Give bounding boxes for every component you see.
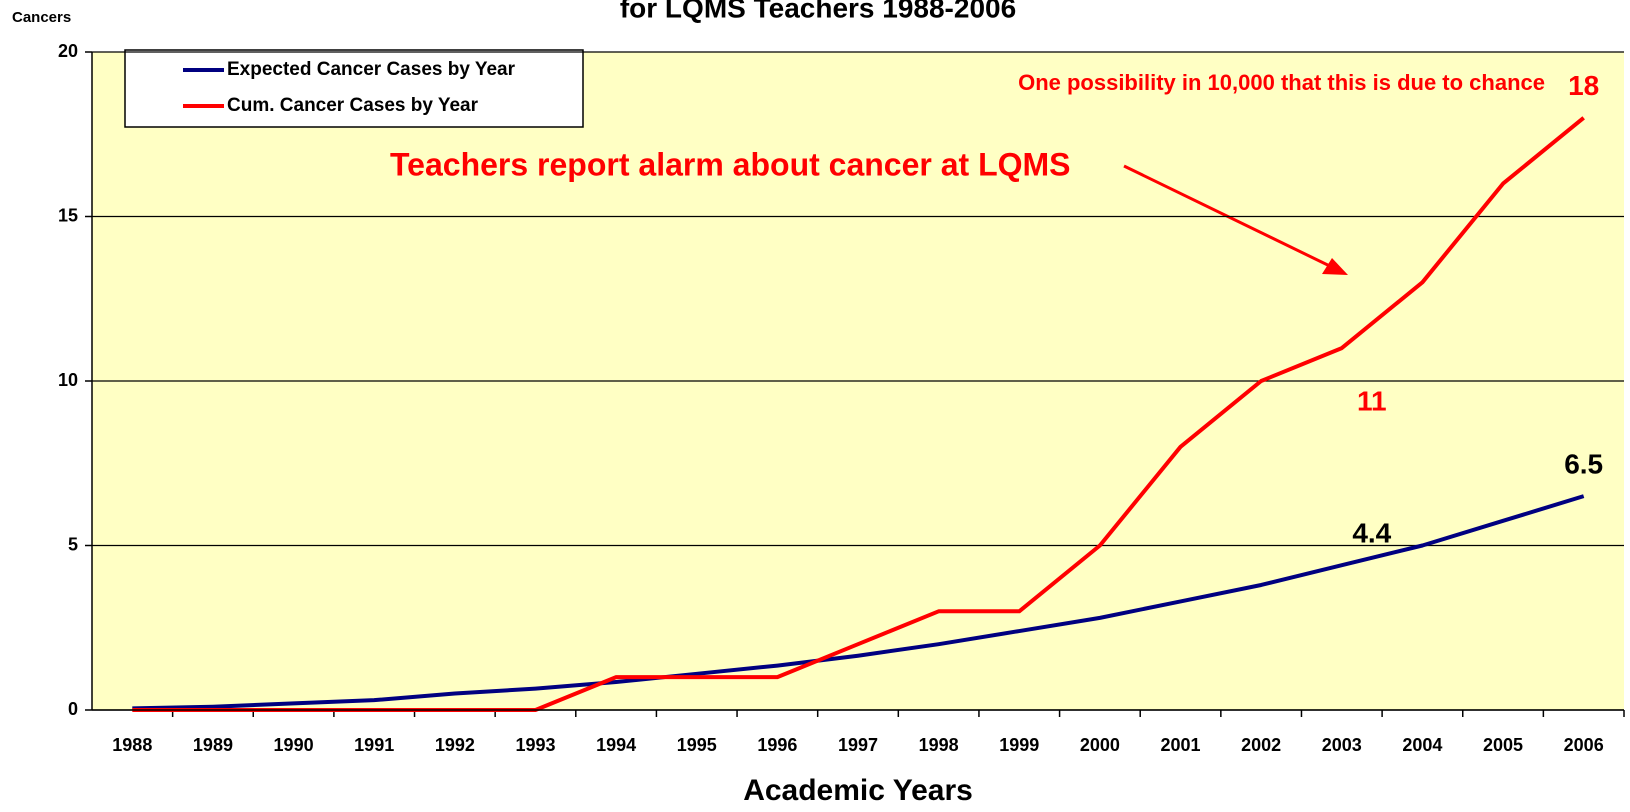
x-tick-label: 1997 xyxy=(838,735,878,755)
data-label: 11 xyxy=(1357,385,1387,416)
legend-label: Cum. Cancer Cases by Year xyxy=(227,95,479,116)
data-label: 4.4 xyxy=(1352,518,1391,549)
x-tick-label: 1992 xyxy=(435,735,475,755)
x-tick-label: 1995 xyxy=(677,735,717,755)
data-label: 6.5 xyxy=(1564,449,1603,480)
legend: Expected Cancer Cases by Year Cum. Cancer… xyxy=(124,49,584,128)
annotation-arrow xyxy=(1123,164,1339,272)
legend-box xyxy=(124,49,584,128)
x-tick-label: 2005 xyxy=(1483,735,1523,755)
arrow-head xyxy=(1322,258,1348,275)
y-tick-label: 5 xyxy=(68,534,78,554)
y-tick-label: 0 xyxy=(68,699,78,719)
series-line xyxy=(132,494,1585,711)
x-tick-label: 1996 xyxy=(757,735,797,755)
x-tick-label: 2001 xyxy=(1161,735,1201,755)
x-tick-label: 1991 xyxy=(354,735,394,755)
y-axis-title: Cancers xyxy=(12,9,71,26)
x-tick-label: 1999 xyxy=(999,735,1039,755)
y-tick-label: 15 xyxy=(58,205,78,225)
x-tick-label: 1993 xyxy=(515,735,555,755)
y-tick-label: 20 xyxy=(58,41,78,61)
chart-title: for LQMS Teachers 1988-2006 xyxy=(620,0,1016,23)
x-tick-label: 1989 xyxy=(193,735,233,755)
data-label: 18 xyxy=(1568,70,1599,101)
y-tick-label: 10 xyxy=(58,370,78,390)
x-tick-label: 1988 xyxy=(112,735,152,755)
x-tick-label: 1994 xyxy=(596,735,636,755)
x-tick-label: 2002 xyxy=(1241,735,1281,755)
x-tick-label: 2004 xyxy=(1402,735,1442,755)
annotation: One possibility in 10,000 that this is d… xyxy=(1018,70,1545,95)
x-tick-label: 2003 xyxy=(1322,735,1362,755)
x-tick-label: 2000 xyxy=(1080,735,1120,755)
x-tick-label: 2006 xyxy=(1564,735,1604,755)
x-tick-label: 1998 xyxy=(919,735,959,755)
annotation: Teachers report alarm about cancer at LQ… xyxy=(390,146,1071,182)
legend-label: Expected Cancer Cases by Year xyxy=(227,59,516,80)
x-tick-label: 1990 xyxy=(274,735,314,755)
x-axis-title: Academic Years xyxy=(743,774,973,807)
